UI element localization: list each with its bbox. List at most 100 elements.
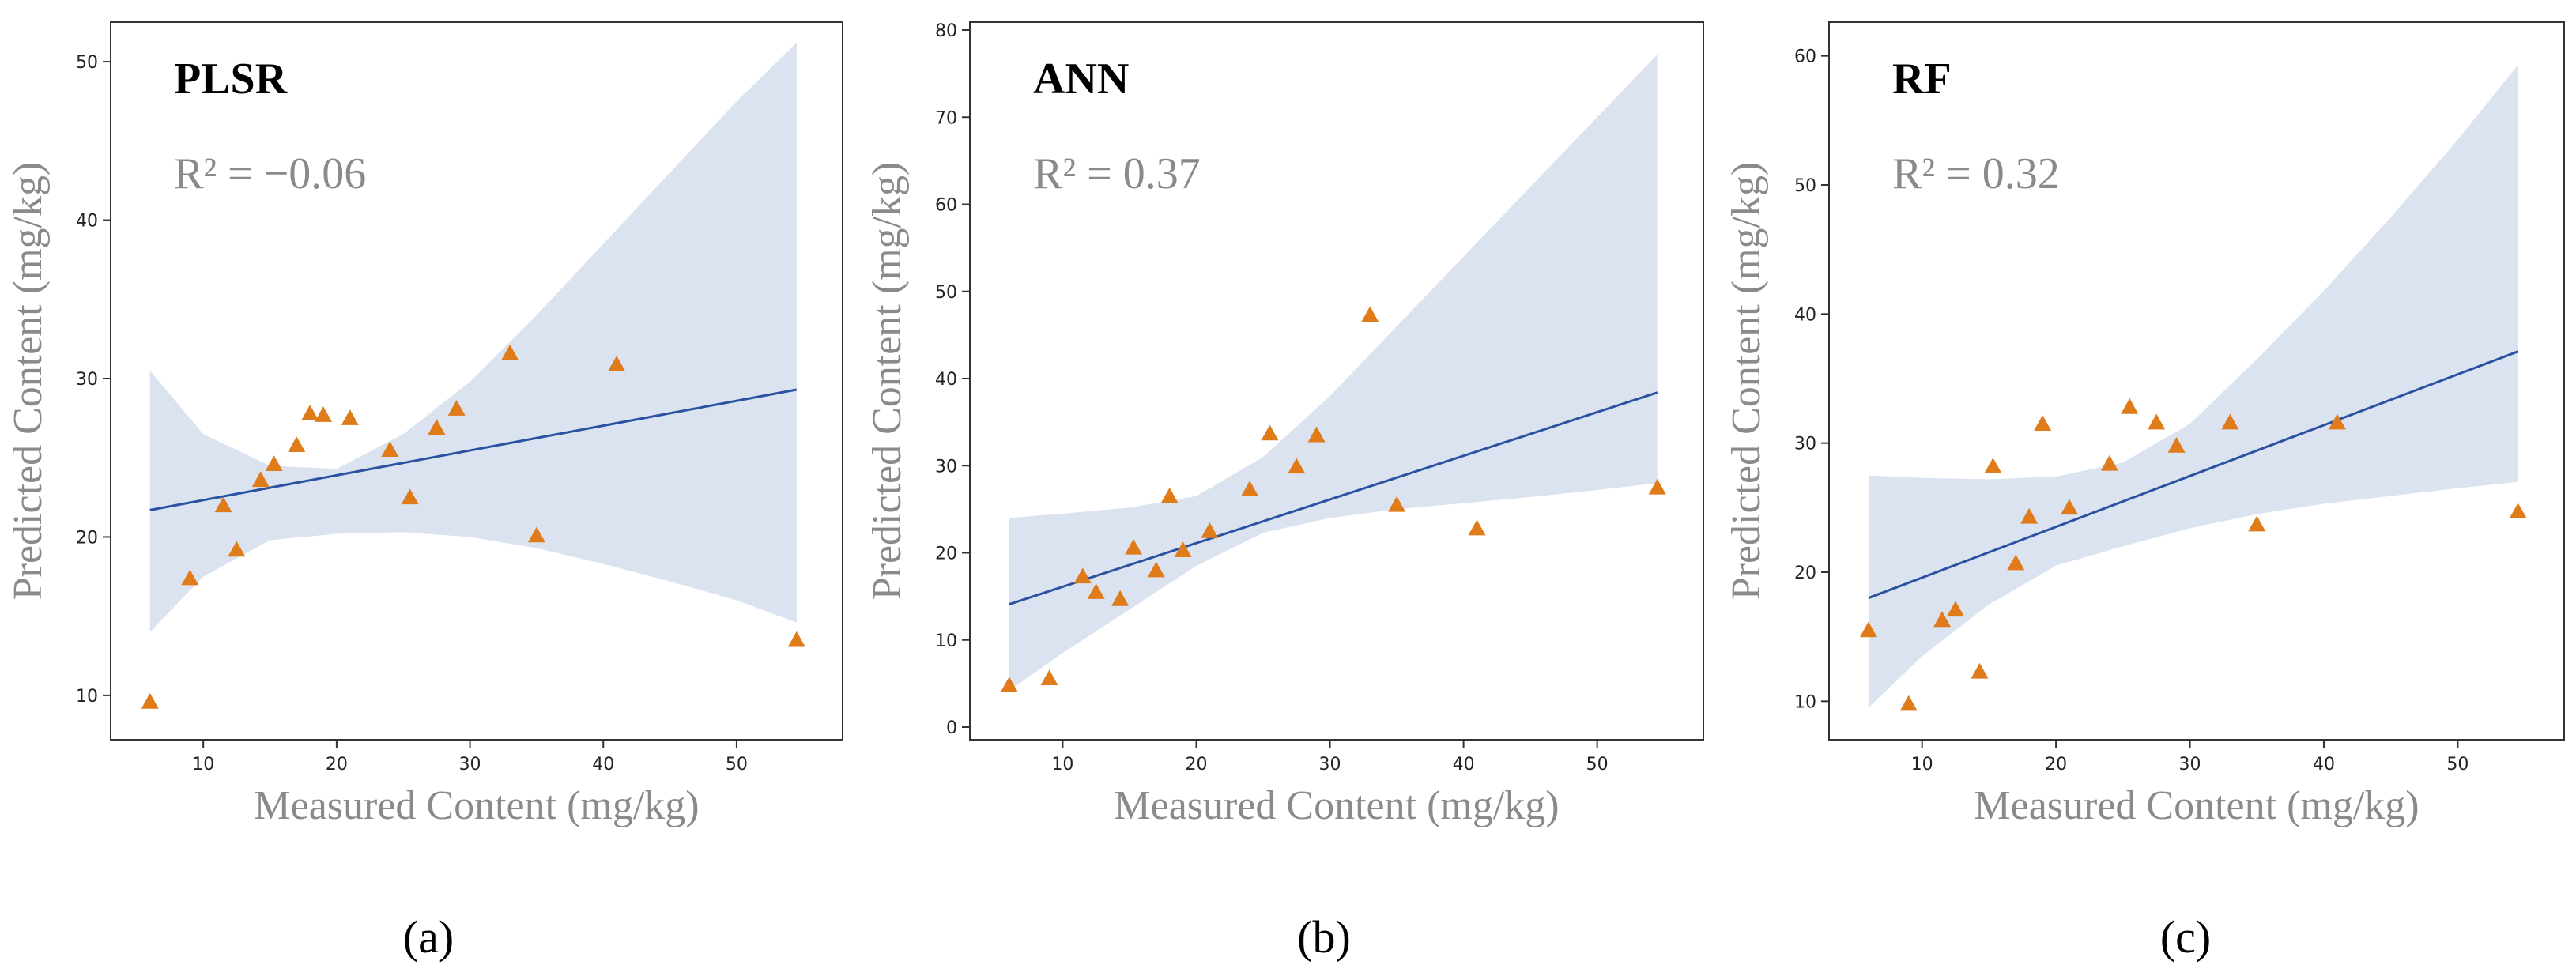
data-point xyxy=(2007,554,2025,571)
data-point xyxy=(2328,413,2346,430)
data-point xyxy=(608,355,626,371)
data-point xyxy=(2167,436,2186,453)
data-point xyxy=(2148,413,2166,430)
x-tick-label: 20 xyxy=(326,755,348,775)
charts-root: 10 20 30 40 50 10 20 30 40 50 PLSR R² = −0.06 Measur… xyxy=(6,21,2565,963)
y-tick-label: 10 xyxy=(1794,692,1816,712)
y-tick-label: 10 xyxy=(76,687,98,707)
y-tick-label: 50 xyxy=(1794,176,1816,196)
data-point xyxy=(1241,481,1259,496)
data-point xyxy=(1468,519,1486,536)
y-axis-title: Predicted Content (mg/kg) xyxy=(865,162,910,601)
x-tick-label: 20 xyxy=(1185,755,1207,775)
y-tick-label: 30 xyxy=(1794,435,1816,454)
r-squared-label: R² = 0.37 xyxy=(1033,149,1201,198)
model-title: PLSR xyxy=(174,55,288,104)
x-tick-label: 50 xyxy=(1586,755,1609,775)
data-point xyxy=(1160,487,1179,503)
data-point xyxy=(2509,503,2527,519)
data-point xyxy=(2221,413,2239,430)
regression-line xyxy=(149,388,798,511)
regression-line xyxy=(1868,350,2519,600)
x-tick-label: 30 xyxy=(1319,755,1341,775)
data-point xyxy=(228,541,246,557)
x-axis-title: Measured Content (mg/kg) xyxy=(1114,783,1559,828)
data-point xyxy=(1261,424,1279,441)
y-tick-label: 40 xyxy=(76,212,98,232)
y-tick-label: 50 xyxy=(76,53,98,73)
model-title: ANN xyxy=(1033,55,1129,104)
model-title: RF xyxy=(1892,55,1952,104)
data-point xyxy=(2061,499,2079,515)
data-point xyxy=(1174,541,1192,557)
data-point xyxy=(1971,662,1989,679)
data-point xyxy=(1125,538,1143,555)
data-point xyxy=(401,488,419,505)
confidence-band xyxy=(1868,65,2518,708)
data-point xyxy=(1111,590,1130,606)
data-point xyxy=(381,441,399,458)
y-tick-label: 20 xyxy=(76,528,98,548)
data-point xyxy=(1859,621,1877,638)
data-point xyxy=(2100,454,2118,471)
y-axis-title: Predicted Content (mg/kg) xyxy=(6,162,51,601)
data-point xyxy=(2034,415,2052,431)
data-point xyxy=(428,419,446,435)
data-point xyxy=(2020,507,2039,524)
y-tick-label: 80 xyxy=(935,21,957,41)
data-point xyxy=(447,400,466,416)
data-point xyxy=(1933,611,1952,628)
data-point xyxy=(1040,669,1058,686)
regression-line xyxy=(1009,391,1658,605)
data-point xyxy=(1288,458,1306,474)
data-point xyxy=(141,692,159,709)
data-point xyxy=(2248,515,2266,532)
y-tick-label: 20 xyxy=(1794,564,1816,583)
x-tick-label: 10 xyxy=(1051,755,1073,775)
data-point xyxy=(1947,601,1965,617)
y-tick-label: 50 xyxy=(935,283,957,303)
data-point xyxy=(1000,677,1018,692)
data-point xyxy=(1388,496,1406,512)
y-tick-label: 0 xyxy=(946,718,957,738)
data-point xyxy=(1201,522,1219,538)
data-point xyxy=(251,471,270,488)
data-point xyxy=(787,631,805,647)
y-tick-label: 60 xyxy=(935,196,957,216)
x-tick-label: 50 xyxy=(2446,755,2469,775)
x-tick-label: 40 xyxy=(592,755,614,775)
data-point xyxy=(301,405,319,420)
data-point xyxy=(265,455,283,472)
plot-frame xyxy=(969,21,1704,741)
panel-b: 10 20 30 40 50 0 10 20 30 40 50 60 70 80 ANN R² = 0.37 M… xyxy=(865,21,1704,963)
data-point xyxy=(501,344,519,360)
data-point xyxy=(1307,426,1326,443)
y-tick-label: 30 xyxy=(935,457,957,477)
x-tick-label: 30 xyxy=(459,755,481,775)
r-squared-label: R² = 0.32 xyxy=(1892,149,2060,198)
data-point xyxy=(1147,561,1165,578)
data-point xyxy=(181,569,199,586)
y-tick-label: 70 xyxy=(935,108,957,128)
y-tick-label: 40 xyxy=(1794,305,1816,325)
confidence-band xyxy=(1009,54,1658,691)
data-point xyxy=(1648,478,1666,495)
data-point xyxy=(1984,458,2002,473)
x-tick-label: 40 xyxy=(2313,755,2335,775)
data-point xyxy=(341,409,359,425)
x-tick-label: 10 xyxy=(192,755,214,775)
y-axis-title: Predicted Content (mg/kg) xyxy=(1724,162,1769,601)
data-point xyxy=(2121,398,2139,414)
y-tick-label: 60 xyxy=(1794,47,1816,67)
plot-frame xyxy=(110,21,843,741)
panel-c: 10 20 30 40 50 10 20 30 40 50 60 RF R² = 0.32 Measure… xyxy=(1724,21,2565,963)
y-tick-label: 10 xyxy=(935,631,957,651)
confidence-band xyxy=(149,43,797,632)
data-point xyxy=(527,526,545,543)
x-axis-title: Measured Content (mg/kg) xyxy=(254,783,699,828)
x-axis-title: Measured Content (mg/kg) xyxy=(1974,783,2419,828)
panel-caption: (c) xyxy=(2160,911,2211,963)
r-squared-label: R² = −0.06 xyxy=(174,149,366,198)
y-tick-label: 20 xyxy=(935,545,957,564)
